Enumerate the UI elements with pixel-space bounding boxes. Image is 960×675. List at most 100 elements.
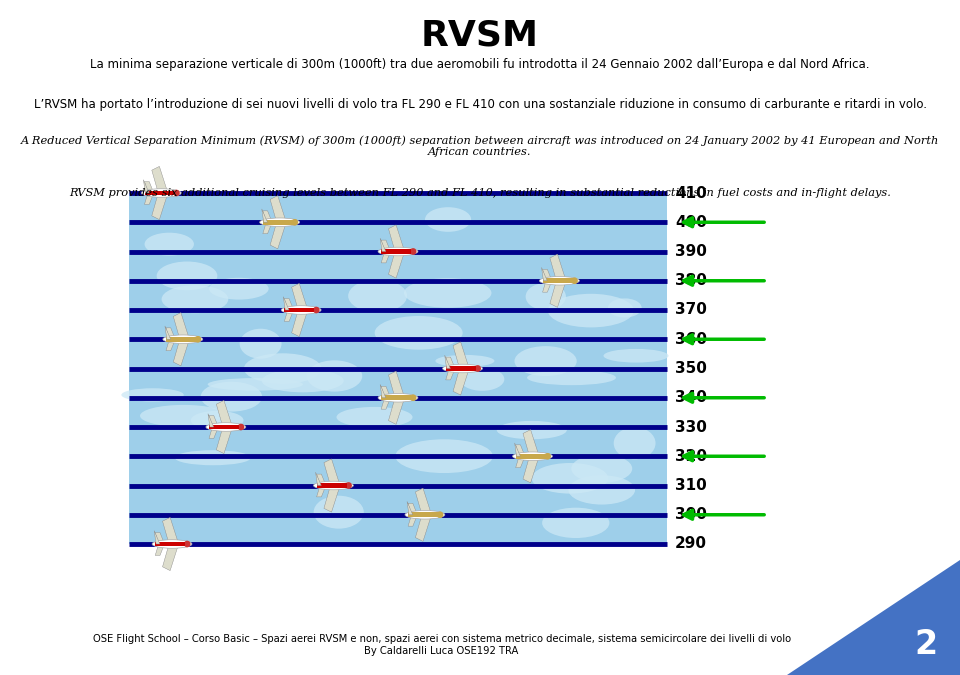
Ellipse shape bbox=[460, 367, 504, 391]
Ellipse shape bbox=[163, 335, 203, 344]
Polygon shape bbox=[156, 533, 164, 542]
Ellipse shape bbox=[281, 306, 321, 315]
Polygon shape bbox=[408, 516, 417, 526]
Text: La minima separazione verticale di 300m (1000ft) tra due aeromobili fu introdott: La minima separazione verticale di 300m … bbox=[90, 58, 870, 71]
Polygon shape bbox=[162, 518, 178, 541]
Polygon shape bbox=[381, 400, 390, 409]
Polygon shape bbox=[270, 225, 285, 249]
Ellipse shape bbox=[540, 277, 579, 285]
Ellipse shape bbox=[410, 394, 417, 401]
Polygon shape bbox=[380, 238, 386, 252]
Ellipse shape bbox=[513, 452, 552, 460]
Polygon shape bbox=[165, 326, 171, 340]
Polygon shape bbox=[152, 167, 167, 190]
Ellipse shape bbox=[346, 482, 352, 489]
Polygon shape bbox=[144, 182, 153, 191]
Polygon shape bbox=[152, 196, 167, 219]
Polygon shape bbox=[144, 195, 153, 205]
Polygon shape bbox=[380, 385, 386, 398]
Ellipse shape bbox=[141, 189, 181, 197]
Polygon shape bbox=[284, 312, 293, 321]
Polygon shape bbox=[292, 284, 307, 307]
Polygon shape bbox=[550, 254, 565, 278]
Polygon shape bbox=[155, 531, 160, 544]
Ellipse shape bbox=[378, 247, 418, 256]
Polygon shape bbox=[445, 357, 454, 367]
Polygon shape bbox=[541, 267, 547, 281]
Ellipse shape bbox=[515, 346, 577, 376]
Ellipse shape bbox=[191, 411, 244, 430]
Ellipse shape bbox=[443, 364, 483, 373]
Polygon shape bbox=[162, 547, 178, 570]
Polygon shape bbox=[283, 297, 289, 310]
Text: 320: 320 bbox=[675, 449, 707, 464]
Ellipse shape bbox=[425, 207, 471, 232]
Ellipse shape bbox=[571, 454, 633, 483]
Ellipse shape bbox=[348, 279, 407, 313]
Polygon shape bbox=[166, 328, 175, 338]
Polygon shape bbox=[284, 298, 293, 308]
Polygon shape bbox=[389, 225, 404, 248]
Ellipse shape bbox=[207, 378, 302, 391]
Ellipse shape bbox=[175, 450, 251, 465]
Polygon shape bbox=[445, 371, 454, 380]
Text: 410: 410 bbox=[675, 186, 707, 200]
Polygon shape bbox=[317, 474, 325, 483]
Polygon shape bbox=[516, 445, 524, 454]
Polygon shape bbox=[292, 313, 307, 337]
Ellipse shape bbox=[568, 475, 636, 504]
Ellipse shape bbox=[205, 423, 246, 431]
Text: 390: 390 bbox=[675, 244, 707, 259]
Polygon shape bbox=[416, 518, 431, 541]
Bar bbox=[542, 278, 572, 283]
Polygon shape bbox=[216, 430, 231, 454]
Text: RVSM: RVSM bbox=[421, 18, 539, 52]
Text: 360: 360 bbox=[675, 331, 707, 347]
Ellipse shape bbox=[201, 382, 262, 412]
Ellipse shape bbox=[571, 277, 578, 284]
Ellipse shape bbox=[613, 427, 656, 459]
Polygon shape bbox=[381, 253, 390, 263]
Ellipse shape bbox=[195, 336, 202, 343]
Polygon shape bbox=[444, 355, 450, 369]
Bar bbox=[317, 483, 347, 488]
Ellipse shape bbox=[604, 349, 668, 362]
Ellipse shape bbox=[396, 439, 492, 473]
Ellipse shape bbox=[314, 495, 364, 529]
Polygon shape bbox=[550, 284, 565, 307]
Ellipse shape bbox=[542, 508, 610, 538]
Ellipse shape bbox=[608, 298, 641, 317]
Ellipse shape bbox=[404, 278, 492, 308]
Polygon shape bbox=[209, 416, 218, 425]
Polygon shape bbox=[542, 269, 551, 279]
Ellipse shape bbox=[240, 329, 281, 358]
Polygon shape bbox=[174, 313, 188, 336]
Polygon shape bbox=[324, 459, 339, 483]
Text: 340: 340 bbox=[675, 390, 707, 405]
Ellipse shape bbox=[145, 233, 194, 256]
Ellipse shape bbox=[548, 294, 634, 327]
Ellipse shape bbox=[152, 540, 192, 548]
Polygon shape bbox=[389, 400, 404, 425]
Ellipse shape bbox=[121, 388, 183, 402]
Polygon shape bbox=[515, 443, 520, 456]
Ellipse shape bbox=[313, 306, 320, 313]
Text: 400: 400 bbox=[675, 215, 707, 230]
Text: 2: 2 bbox=[914, 628, 937, 661]
Bar bbox=[381, 249, 411, 254]
Ellipse shape bbox=[436, 355, 494, 367]
Text: 290: 290 bbox=[675, 537, 707, 551]
Ellipse shape bbox=[544, 453, 551, 460]
Polygon shape bbox=[408, 504, 417, 513]
Ellipse shape bbox=[292, 219, 299, 225]
Polygon shape bbox=[516, 458, 524, 468]
Ellipse shape bbox=[527, 370, 616, 385]
Text: 330: 330 bbox=[675, 419, 707, 435]
Ellipse shape bbox=[405, 510, 444, 519]
Polygon shape bbox=[166, 341, 175, 350]
Text: 310: 310 bbox=[675, 478, 707, 493]
Polygon shape bbox=[262, 209, 268, 222]
Polygon shape bbox=[523, 430, 539, 454]
Ellipse shape bbox=[374, 316, 463, 350]
Bar bbox=[166, 337, 196, 342]
